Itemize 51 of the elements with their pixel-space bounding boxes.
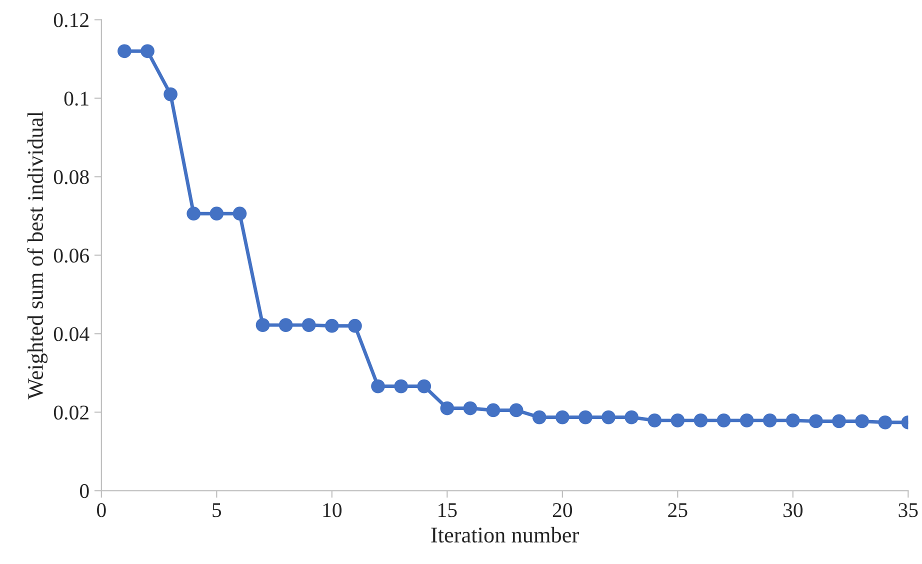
- y-tick-label: 0.1: [64, 92, 88, 106]
- x-tick-label: 10: [323, 503, 342, 518]
- point: [140, 44, 154, 58]
- point: [324, 318, 339, 333]
- point: [256, 318, 270, 332]
- point: [417, 379, 432, 394]
- point: [694, 413, 708, 428]
- y-axis-title: Weighted sum of best individual: [27, 112, 48, 400]
- point: [602, 410, 616, 424]
- y-tick-label: 0.08: [54, 170, 89, 184]
- point: [578, 410, 592, 424]
- point: [486, 403, 500, 418]
- point: [624, 410, 639, 424]
- point: [210, 206, 224, 221]
- point: [186, 206, 201, 221]
- point: [509, 403, 524, 418]
- point: [348, 318, 362, 333]
- x-tick-label: 35: [898, 503, 918, 518]
- point: [164, 87, 178, 102]
- x-tick-label: 0: [97, 503, 106, 518]
- point: [855, 414, 870, 428]
- y-tick-label: 0.12: [54, 13, 88, 28]
- y-tick-label: 0: [80, 484, 89, 498]
- point: [740, 413, 754, 428]
- x-tick-label: 15: [438, 503, 457, 518]
- x-tick-label: 5: [212, 503, 222, 518]
- point: [394, 379, 408, 394]
- point: [232, 206, 247, 221]
- y-tick-label: 0.04: [54, 327, 90, 342]
- x-tick-label: 30: [784, 503, 803, 518]
- point: [809, 414, 823, 428]
- point: [278, 318, 293, 332]
- point: [832, 414, 846, 428]
- point: [670, 413, 685, 428]
- point: [716, 413, 731, 428]
- x-tick-label: 20: [552, 503, 572, 518]
- point: [302, 318, 316, 332]
- point: [648, 413, 662, 428]
- point: [463, 401, 478, 416]
- x-tick-label: 25: [668, 503, 688, 518]
- point: [532, 410, 546, 424]
- x-axis-title: Iteration number: [431, 526, 579, 543]
- point: [118, 44, 132, 58]
- point: [440, 401, 454, 416]
- point: [786, 413, 800, 428]
- y-tick-label: 0.06: [54, 248, 89, 263]
- y-tick-label: 0.02: [54, 406, 88, 420]
- point: [555, 410, 570, 424]
- point: [371, 379, 385, 394]
- point: [762, 413, 777, 428]
- point: [878, 415, 892, 430]
